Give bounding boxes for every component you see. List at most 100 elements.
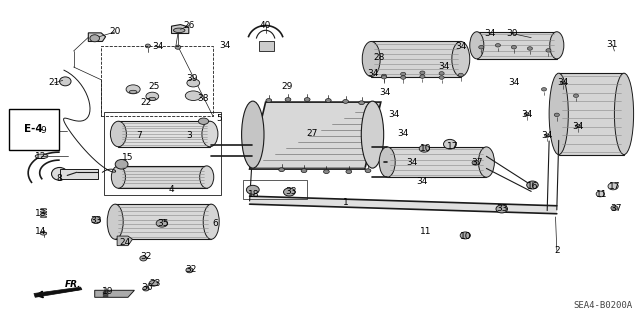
Text: 36: 36 — [141, 283, 153, 292]
Ellipse shape — [420, 71, 425, 75]
Text: 34: 34 — [508, 78, 520, 87]
Ellipse shape — [479, 45, 484, 49]
Text: 34: 34 — [541, 131, 553, 140]
Text: 34: 34 — [388, 110, 399, 119]
Text: 8: 8 — [57, 174, 62, 183]
Text: 16: 16 — [527, 182, 538, 191]
Text: 30: 30 — [506, 29, 518, 38]
Ellipse shape — [90, 35, 100, 42]
Text: 12: 12 — [35, 152, 47, 161]
Ellipse shape — [110, 121, 127, 147]
Polygon shape — [118, 121, 210, 147]
Text: E-4: E-4 — [24, 124, 43, 134]
Polygon shape — [115, 204, 211, 239]
Ellipse shape — [550, 32, 564, 59]
Text: 10: 10 — [460, 232, 472, 241]
Ellipse shape — [458, 73, 463, 77]
Ellipse shape — [284, 188, 295, 196]
Text: 38: 38 — [198, 94, 209, 103]
Text: 32: 32 — [185, 265, 196, 274]
Ellipse shape — [541, 88, 547, 91]
Ellipse shape — [545, 134, 550, 137]
Ellipse shape — [401, 72, 406, 76]
Ellipse shape — [524, 113, 529, 116]
Text: 34: 34 — [438, 63, 449, 71]
Text: 14: 14 — [35, 227, 47, 236]
Ellipse shape — [495, 44, 500, 47]
Text: 34: 34 — [521, 110, 532, 119]
Text: FR.: FR. — [65, 280, 82, 289]
Text: 39: 39 — [186, 74, 198, 83]
Ellipse shape — [146, 92, 159, 100]
Polygon shape — [250, 102, 381, 169]
Ellipse shape — [285, 98, 291, 101]
Ellipse shape — [129, 90, 137, 93]
Polygon shape — [88, 33, 106, 41]
Ellipse shape — [40, 232, 47, 235]
Bar — [101, 46, 213, 116]
Ellipse shape — [156, 219, 168, 227]
Ellipse shape — [346, 170, 352, 174]
Text: 34: 34 — [406, 158, 417, 167]
Ellipse shape — [35, 154, 48, 159]
Polygon shape — [172, 25, 189, 33]
Ellipse shape — [140, 256, 147, 261]
Text: 34: 34 — [380, 88, 391, 97]
Ellipse shape — [379, 147, 396, 177]
Bar — [60, 169, 98, 179]
Ellipse shape — [573, 94, 579, 98]
Ellipse shape — [358, 101, 365, 105]
Text: 27: 27 — [307, 130, 318, 138]
Ellipse shape — [472, 160, 479, 165]
Text: 34: 34 — [152, 42, 164, 51]
Text: 34: 34 — [367, 69, 379, 78]
Text: 11: 11 — [596, 190, 607, 199]
Text: 2: 2 — [554, 246, 559, 255]
Ellipse shape — [242, 101, 264, 168]
Text: 35: 35 — [157, 219, 169, 228]
Ellipse shape — [148, 97, 156, 100]
Polygon shape — [387, 147, 486, 177]
Ellipse shape — [266, 99, 272, 102]
Text: 28: 28 — [374, 53, 385, 62]
Text: 3: 3 — [186, 131, 191, 140]
Text: 33: 33 — [90, 216, 102, 225]
Ellipse shape — [111, 166, 125, 188]
Text: 1: 1 — [343, 198, 348, 207]
Text: 21: 21 — [49, 78, 60, 87]
Ellipse shape — [614, 73, 634, 155]
Ellipse shape — [460, 232, 470, 239]
Ellipse shape — [198, 118, 209, 124]
Ellipse shape — [575, 124, 580, 128]
Ellipse shape — [149, 280, 158, 286]
Ellipse shape — [40, 127, 51, 134]
Ellipse shape — [401, 76, 406, 79]
Text: 13: 13 — [35, 209, 47, 218]
Text: 22: 22 — [140, 98, 152, 107]
Text: 34: 34 — [417, 177, 428, 186]
Ellipse shape — [527, 181, 538, 189]
Ellipse shape — [301, 169, 307, 173]
Ellipse shape — [187, 79, 200, 87]
Text: 34: 34 — [397, 130, 409, 138]
Text: 26: 26 — [183, 21, 195, 30]
Ellipse shape — [305, 98, 310, 101]
Polygon shape — [250, 196, 557, 214]
Ellipse shape — [439, 72, 444, 75]
Text: 10: 10 — [420, 144, 431, 153]
Ellipse shape — [145, 44, 150, 48]
Ellipse shape — [546, 48, 551, 52]
Polygon shape — [95, 290, 134, 297]
Text: 24: 24 — [119, 238, 131, 247]
Polygon shape — [477, 32, 557, 59]
Ellipse shape — [126, 85, 140, 94]
Ellipse shape — [143, 286, 149, 291]
Text: 17: 17 — [447, 142, 459, 151]
Text: 40: 40 — [260, 21, 271, 30]
Text: 20: 20 — [109, 27, 121, 36]
Ellipse shape — [92, 217, 100, 224]
Ellipse shape — [361, 101, 383, 168]
Ellipse shape — [51, 167, 68, 180]
Ellipse shape — [326, 99, 332, 102]
Text: 23: 23 — [150, 279, 161, 288]
